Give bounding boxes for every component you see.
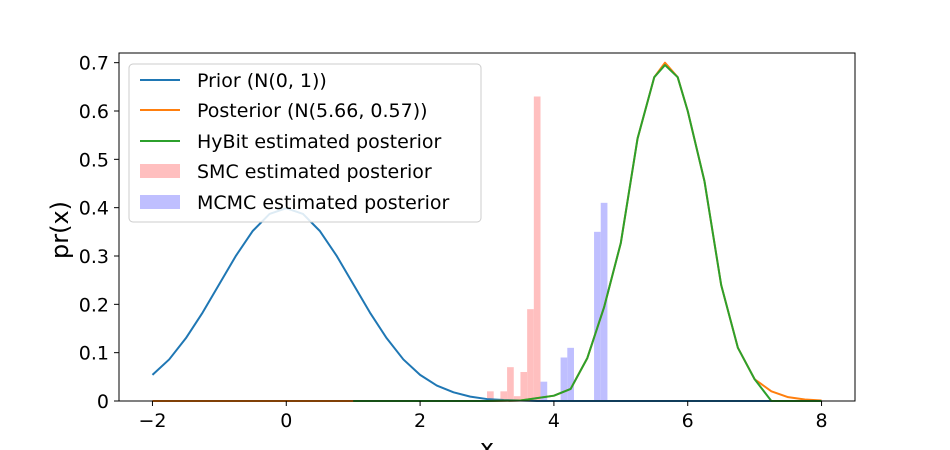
x-tick-label: 8 bbox=[815, 410, 827, 432]
y-tick-label: 0.5 bbox=[79, 149, 109, 171]
axes-frame bbox=[118, 52, 856, 402]
plot-area bbox=[151, 61, 822, 402]
hist-bar-4-1 bbox=[560, 357, 568, 401]
legend-box bbox=[128, 63, 482, 223]
hist-bar-3-1 bbox=[500, 391, 508, 401]
legend-label-mcmc: MCMC estimated posterior bbox=[197, 192, 450, 214]
x-tick-label: 0 bbox=[280, 410, 292, 432]
y-tick-label: 0 bbox=[97, 391, 109, 413]
hist-bar-4-3 bbox=[594, 231, 601, 401]
hist-bar-3-2 bbox=[507, 367, 514, 401]
y-axis: 0 0.1 0.2 0.3 0.4 0.5 0.6 0.7 bbox=[79, 53, 119, 413]
legend-label-prior: Prior (N(0, 1)) bbox=[197, 70, 327, 92]
y-tick-label: 0.4 bbox=[79, 198, 109, 220]
y-tick-label: 0.3 bbox=[79, 246, 109, 268]
legend-label-posterior: Posterior (N(5.66, 0.57)) bbox=[197, 100, 428, 122]
x-tick-label: 2 bbox=[414, 410, 426, 432]
hist-bar-4-0 bbox=[540, 381, 548, 401]
y-tick-label: 0.2 bbox=[79, 294, 109, 316]
hist-bar-3-6 bbox=[533, 96, 541, 401]
hist-bar-3-0 bbox=[487, 391, 494, 401]
x-axis-label: x bbox=[480, 434, 494, 450]
series-line-2 bbox=[353, 64, 822, 402]
y-tick-label: 0.6 bbox=[79, 101, 109, 123]
legend: Prior (N(0, 1)) Posterior (N(5.66, 0.57)… bbox=[128, 63, 482, 223]
x-axis: −2 0 2 4 6 8 bbox=[138, 401, 828, 432]
legend-swatch-mcmc bbox=[140, 195, 180, 209]
legend-label-smc: SMC estimated posterior bbox=[197, 161, 432, 183]
y-tick-label: 0.7 bbox=[79, 53, 109, 75]
y-tick-label: 0.1 bbox=[79, 343, 109, 365]
hist-bar-3-3 bbox=[513, 396, 521, 401]
x-tick-label: 6 bbox=[682, 410, 694, 432]
hist-bar-3-4 bbox=[520, 372, 528, 401]
hist-bar-4-2 bbox=[567, 347, 574, 401]
hist-bar-3-5 bbox=[527, 309, 534, 401]
legend-swatch-smc bbox=[140, 164, 180, 178]
legend-label-hybit: HyBit estimated posterior bbox=[197, 131, 441, 153]
y-axis-label: pr(x) bbox=[46, 201, 74, 259]
x-tick-label: −2 bbox=[138, 410, 166, 432]
hist-bar-4-4 bbox=[600, 202, 608, 401]
x-tick-label: 4 bbox=[548, 410, 560, 432]
